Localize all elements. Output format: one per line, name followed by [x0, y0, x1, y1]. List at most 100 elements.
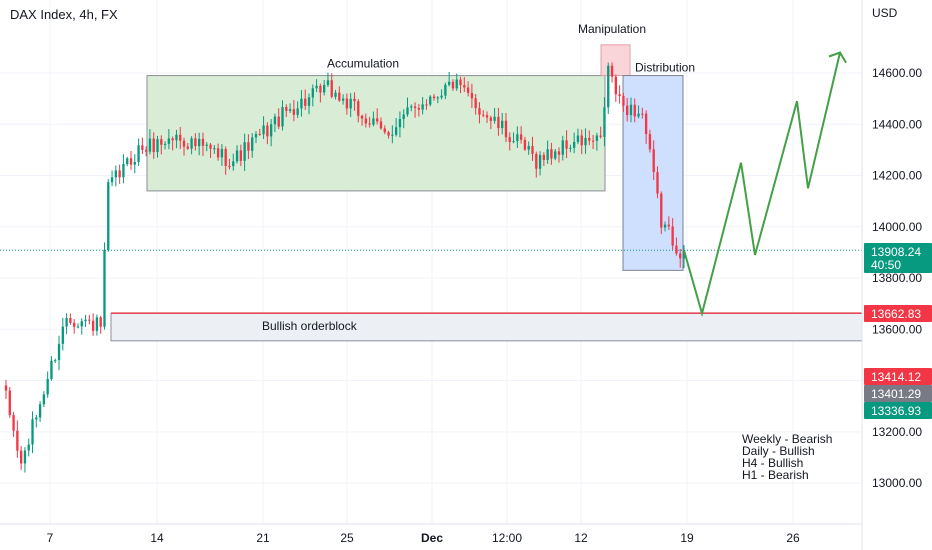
candle-body [501, 120, 504, 129]
candle-body [201, 138, 205, 146]
x-tick-label: 21 [256, 531, 270, 545]
candle [599, 126, 602, 139]
candle [262, 116, 265, 140]
candle [144, 146, 148, 157]
bias-note-h1: H1 - Bearish [742, 468, 809, 482]
candle [31, 411, 34, 454]
candle-body [527, 146, 530, 150]
candle [288, 103, 292, 114]
candle-body [61, 326, 64, 344]
candle-body [436, 97, 439, 99]
candle [251, 133, 254, 158]
y-tick-label: 14400.00 [872, 117, 922, 131]
candle [338, 86, 341, 102]
candle [387, 130, 390, 139]
candle [163, 141, 167, 150]
candle [148, 129, 152, 155]
candle-body [629, 104, 633, 116]
candle-body [637, 113, 640, 117]
price-badge-value: 13401.29 [871, 387, 921, 401]
candle [421, 97, 424, 115]
candle-body [103, 250, 106, 327]
candle-body [65, 318, 68, 327]
candle-body [84, 319, 87, 322]
candle [671, 218, 674, 250]
candle-body [95, 317, 99, 331]
candle [296, 101, 299, 118]
candle [133, 154, 136, 174]
bias-note-daily: Daily - Bullish [742, 444, 815, 458]
candle-body [73, 322, 76, 327]
candle [69, 313, 72, 325]
y-tick-label: 13600.00 [872, 322, 922, 336]
candle [470, 83, 474, 108]
candle-body [338, 92, 341, 101]
candle [171, 136, 174, 151]
candle-body [171, 138, 174, 141]
price-badge-red: 13414.12 [864, 368, 932, 385]
candle-body [31, 419, 34, 445]
candle-body [497, 116, 500, 129]
candle-body [482, 114, 485, 116]
candle-body [38, 404, 42, 418]
candle-body [614, 76, 617, 95]
candle-body [269, 124, 273, 137]
candle [160, 135, 163, 155]
candle [440, 89, 443, 100]
candle [186, 142, 189, 150]
candle [12, 411, 15, 437]
candle-body [156, 139, 159, 153]
candle-body [57, 343, 61, 361]
candle-body [19, 450, 23, 464]
candle [633, 98, 636, 123]
candle [391, 125, 394, 144]
candle [595, 132, 599, 151]
candle [402, 109, 405, 129]
candle [84, 314, 87, 328]
candle-body [194, 138, 197, 147]
candle [326, 72, 330, 87]
candle [561, 135, 564, 161]
candle [493, 108, 496, 124]
candle-body [429, 96, 432, 105]
candle [603, 97, 606, 147]
y-tick-label: 13800.00 [872, 271, 922, 285]
candle [91, 313, 95, 336]
candle [516, 126, 519, 148]
candle [485, 111, 489, 123]
candle-body [516, 134, 519, 142]
candle-body [205, 144, 208, 146]
candle-body [126, 158, 129, 165]
candle-body [300, 98, 303, 109]
candle [648, 129, 652, 153]
candle [580, 129, 583, 155]
candle [266, 122, 269, 145]
candle-body [519, 134, 523, 140]
candle [383, 125, 386, 135]
candle [345, 93, 349, 115]
candle-body [190, 138, 193, 149]
price-badge-green: 13336.93 [864, 402, 932, 419]
candle-body [387, 132, 390, 136]
candle [110, 170, 114, 187]
candle-body [42, 394, 46, 405]
candle-body [466, 87, 470, 93]
candle [152, 132, 155, 159]
candle [300, 90, 303, 117]
candle-body [622, 96, 625, 106]
candles [4, 62, 686, 473]
x-axis: 7 14 21 25 Dec 12:00 12 19 26 [0, 523, 862, 545]
candle [114, 165, 118, 187]
candle-body [504, 120, 508, 138]
candle-body [523, 139, 527, 150]
candle [319, 83, 322, 103]
candle [54, 358, 57, 363]
candle-body [277, 116, 280, 127]
candle-body [144, 149, 148, 152]
candle [156, 135, 159, 158]
candle-body [379, 121, 383, 129]
candle-body [258, 133, 261, 135]
candle [235, 145, 239, 164]
candle-body [254, 133, 258, 138]
